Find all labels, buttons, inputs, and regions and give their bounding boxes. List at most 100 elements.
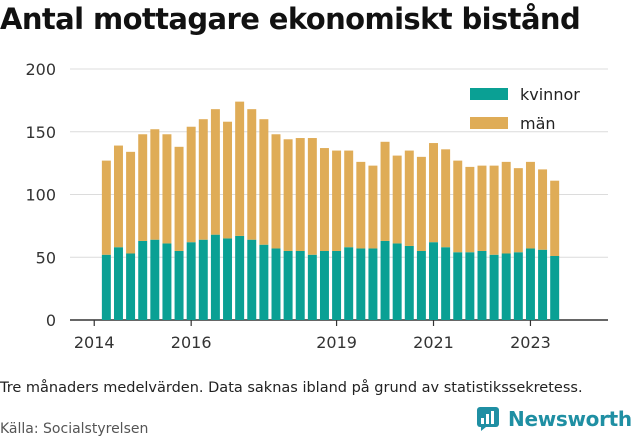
bar-man xyxy=(174,146,184,251)
bar-man xyxy=(368,165,378,249)
x-tick-label: 2016 xyxy=(171,333,212,352)
bar-man xyxy=(223,121,233,239)
bar-man xyxy=(113,145,123,248)
bar-man xyxy=(295,138,305,251)
bar-kvinnor xyxy=(356,248,366,320)
bar-kvinnor xyxy=(501,253,511,320)
bar-man xyxy=(126,151,136,254)
legend-label-man: män xyxy=(520,114,556,133)
bar-man xyxy=(489,165,499,255)
bar-kvinnor xyxy=(392,243,402,320)
y-tick-label: 100 xyxy=(25,186,56,205)
bar-kvinnor xyxy=(319,250,329,320)
x-axis: 2014 2016 2019 2021 2023 xyxy=(74,320,551,352)
bar-kvinnor xyxy=(210,234,220,320)
bar-kvinnor xyxy=(162,243,172,320)
bar-man xyxy=(453,160,463,253)
bar-stacks xyxy=(101,101,560,320)
y-tick-label: 50 xyxy=(36,248,56,267)
bar-kvinnor xyxy=(332,250,342,320)
bar-man xyxy=(356,161,366,249)
bar-kvinnor xyxy=(416,250,426,320)
bar-man xyxy=(198,119,208,240)
bar-kvinnor xyxy=(186,242,196,320)
bar-man xyxy=(477,165,487,251)
bar-man xyxy=(404,150,414,246)
bar-man xyxy=(416,156,426,251)
bar-man xyxy=(465,166,475,253)
bar-man xyxy=(186,126,196,243)
bar-man xyxy=(307,138,317,255)
bar-man xyxy=(441,149,451,248)
legend: kvinnor män xyxy=(470,85,580,133)
bar-kvinnor xyxy=(223,238,233,320)
bar-man xyxy=(283,139,293,251)
bar-kvinnor xyxy=(525,248,535,320)
newsworthy-brand[interactable]: Newsworthy xyxy=(476,406,631,432)
bar-kvinnor xyxy=(404,245,414,320)
x-tick-label: 2019 xyxy=(316,333,357,352)
x-tick-label: 2023 xyxy=(510,333,551,352)
bar-kvinnor xyxy=(259,244,269,320)
bar-kvinnor xyxy=(513,252,523,320)
bar-kvinnor xyxy=(174,250,184,320)
bar-kvinnor xyxy=(101,254,111,320)
legend-label-kvinnor: kvinnor xyxy=(520,85,580,104)
bar-man xyxy=(271,134,281,249)
bar-man xyxy=(550,180,560,256)
bar-kvinnor xyxy=(489,254,499,320)
bar-kvinnor xyxy=(344,247,354,320)
bar-kvinnor xyxy=(429,242,438,320)
bar-kvinnor xyxy=(283,250,293,320)
legend-swatch-man xyxy=(470,117,508,129)
y-tick-label: 150 xyxy=(25,123,56,142)
x-tick-label: 2014 xyxy=(74,333,115,352)
bar-kvinnor xyxy=(550,256,560,320)
bar-man xyxy=(138,134,148,241)
bar-kvinnor xyxy=(138,240,148,320)
brand-name: Newsworthy xyxy=(508,407,631,431)
bar-man xyxy=(501,161,511,254)
bar-kvinnor xyxy=(465,252,475,320)
bar-man xyxy=(247,109,257,240)
bar-kvinnor xyxy=(113,247,123,320)
bar-man xyxy=(538,169,548,250)
bar-man xyxy=(259,119,269,245)
bar-kvinnor xyxy=(477,250,487,320)
y-tick-label: 0 xyxy=(46,311,56,330)
bar-kvinnor xyxy=(198,239,208,320)
bar-kvinnor xyxy=(441,247,451,320)
bar-man xyxy=(380,141,390,241)
bar-man xyxy=(332,150,342,251)
bar-kvinnor xyxy=(150,239,160,320)
bar-man xyxy=(235,101,245,236)
bar-man xyxy=(392,155,402,244)
bar-kvinnor xyxy=(271,248,281,320)
bar-man xyxy=(210,109,220,235)
bar-kvinnor xyxy=(380,240,390,320)
bar-kvinnor xyxy=(235,235,245,320)
bar-man xyxy=(101,160,111,255)
bar-kvinnor xyxy=(295,250,305,320)
bar-man xyxy=(319,148,329,251)
source-note: Källa: Socialstyrelsen xyxy=(0,421,149,437)
bar-kvinnor xyxy=(453,252,463,320)
y-tick-label: 200 xyxy=(25,60,56,79)
bar-kvinnor xyxy=(247,239,257,320)
bar-man xyxy=(344,150,354,248)
bar-man xyxy=(525,161,535,249)
newsworthy-logo-icon xyxy=(477,407,499,431)
bar-kvinnor xyxy=(126,253,136,320)
chart: 0 50 100 150 200 2014 2016 2019 2021 2023 kvinno… xyxy=(25,60,608,352)
bar-man xyxy=(162,134,172,244)
bar-kvinnor xyxy=(368,248,378,320)
bar-man xyxy=(150,129,160,240)
bar-kvinnor xyxy=(538,249,548,320)
x-tick-label: 2021 xyxy=(413,333,454,352)
chart-caption: Tre månaders medelvärden. Data saknas ib… xyxy=(0,380,583,396)
bar-man xyxy=(513,168,523,253)
chart-title: Antal mottagare ekonomiskt bistånd xyxy=(0,2,581,36)
bar-man xyxy=(429,143,438,243)
legend-swatch-kvinnor xyxy=(470,88,508,100)
bar-kvinnor xyxy=(307,254,317,320)
